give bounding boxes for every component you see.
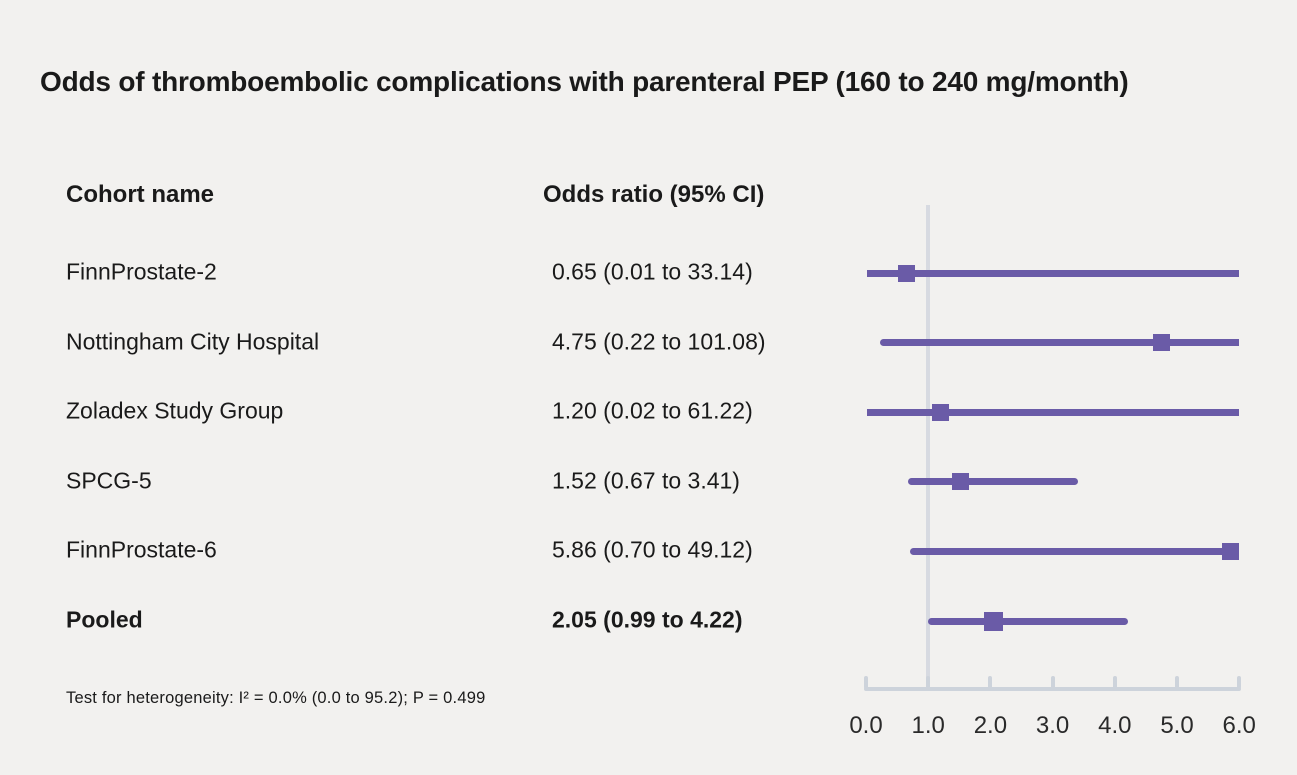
x-axis-tick-mark	[988, 676, 993, 689]
x-axis-tick-label: 0.0	[849, 712, 883, 739]
x-axis-tick-mark	[864, 676, 868, 689]
x-axis-tick-label: 4.0	[1098, 712, 1132, 739]
reference-line-or-1	[926, 205, 931, 691]
x-axis-tick-label: 3.0	[1035, 712, 1070, 739]
x-axis-tick-label: 5.0	[1160, 712, 1194, 739]
point-estimate-marker	[1221, 542, 1239, 560]
odds-ratio-ci-label: 1.20 (0.02 to 61.22)	[552, 397, 753, 424]
x-axis-tick-mark	[1237, 676, 1242, 689]
x-axis-tick-mark	[926, 676, 931, 689]
cohort-name-label: FinnProstate-6	[66, 536, 217, 563]
odds-ratio-ci-label: 5.86 (0.70 to 49.12)	[552, 536, 753, 563]
odds-ratio-ci-label: 4.75 (0.22 to 101.08)	[552, 328, 766, 355]
confidence-interval-line	[907, 478, 1079, 486]
point-estimate-marker	[984, 611, 1003, 631]
confidence-interval-line	[909, 547, 1240, 555]
odds-ratio-ci-label: 0.65 (0.01 to 33.14)	[552, 258, 753, 285]
confidence-interval-line	[866, 269, 1240, 277]
point-estimate-marker	[932, 403, 950, 421]
cohort-name-label: FinnProstate-2	[66, 258, 217, 285]
column-header-cohort-name: Cohort name	[66, 181, 215, 208]
confidence-interval-line	[927, 617, 1129, 625]
figure-title: Odds of thromboembolic complications wit…	[40, 66, 1129, 97]
odds-ratio-ci-label: 1.52 (0.67 to 3.41)	[552, 467, 740, 494]
x-axis-tick-label: 1.0	[911, 712, 945, 739]
cohort-name-label: SPCG-5	[66, 467, 152, 494]
x-axis-tick-mark	[1112, 676, 1117, 689]
x-axis-tick-mark	[1050, 676, 1055, 689]
odds-ratio-ci-label: 2.05 (0.99 to 4.22)	[552, 606, 743, 633]
column-header-odds-ratio: Odds ratio (95% CI)	[543, 181, 765, 208]
point-estimate-marker	[1152, 334, 1170, 352]
x-axis-line	[864, 687, 1242, 691]
cohort-name-label: Nottingham City Hospital	[66, 328, 320, 355]
point-estimate-marker	[952, 473, 970, 491]
x-axis-tick-mark	[1175, 676, 1179, 689]
heterogeneity-footnote: Test for heterogeneity: I² = 0.0% (0.0 t…	[66, 689, 486, 707]
point-estimate-marker	[897, 264, 915, 282]
cohort-name-label: Zoladex Study Group	[66, 397, 284, 424]
cohort-name-label: Pooled	[66, 606, 143, 633]
x-axis-tick-label: 2.0	[973, 712, 1008, 739]
x-axis-tick-label: 6.0	[1222, 712, 1256, 739]
confidence-interval-line	[879, 339, 1240, 347]
confidence-interval-line	[867, 408, 1240, 416]
